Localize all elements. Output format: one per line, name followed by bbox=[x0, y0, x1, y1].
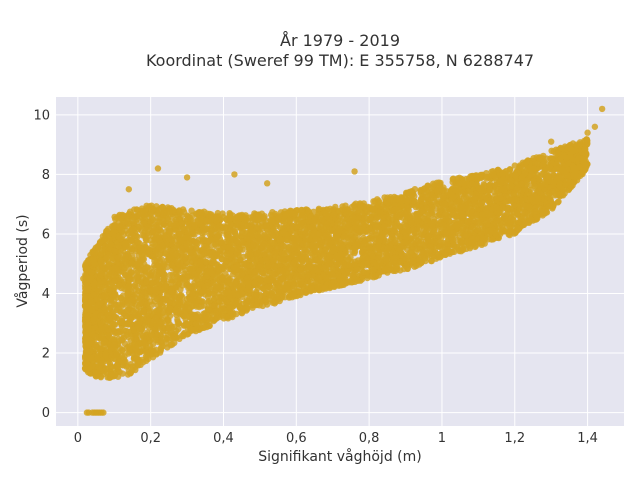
data-point bbox=[146, 270, 154, 277]
data-point bbox=[359, 246, 367, 253]
data-point bbox=[168, 335, 176, 342]
data-point bbox=[315, 205, 323, 212]
data-point bbox=[555, 198, 562, 205]
data-point bbox=[165, 325, 172, 332]
data-point bbox=[176, 208, 183, 215]
data-point bbox=[136, 224, 143, 231]
data-point bbox=[183, 259, 190, 266]
data-points bbox=[80, 105, 606, 416]
data-point bbox=[166, 271, 174, 279]
data-point bbox=[125, 343, 132, 350]
data-point bbox=[351, 249, 358, 257]
